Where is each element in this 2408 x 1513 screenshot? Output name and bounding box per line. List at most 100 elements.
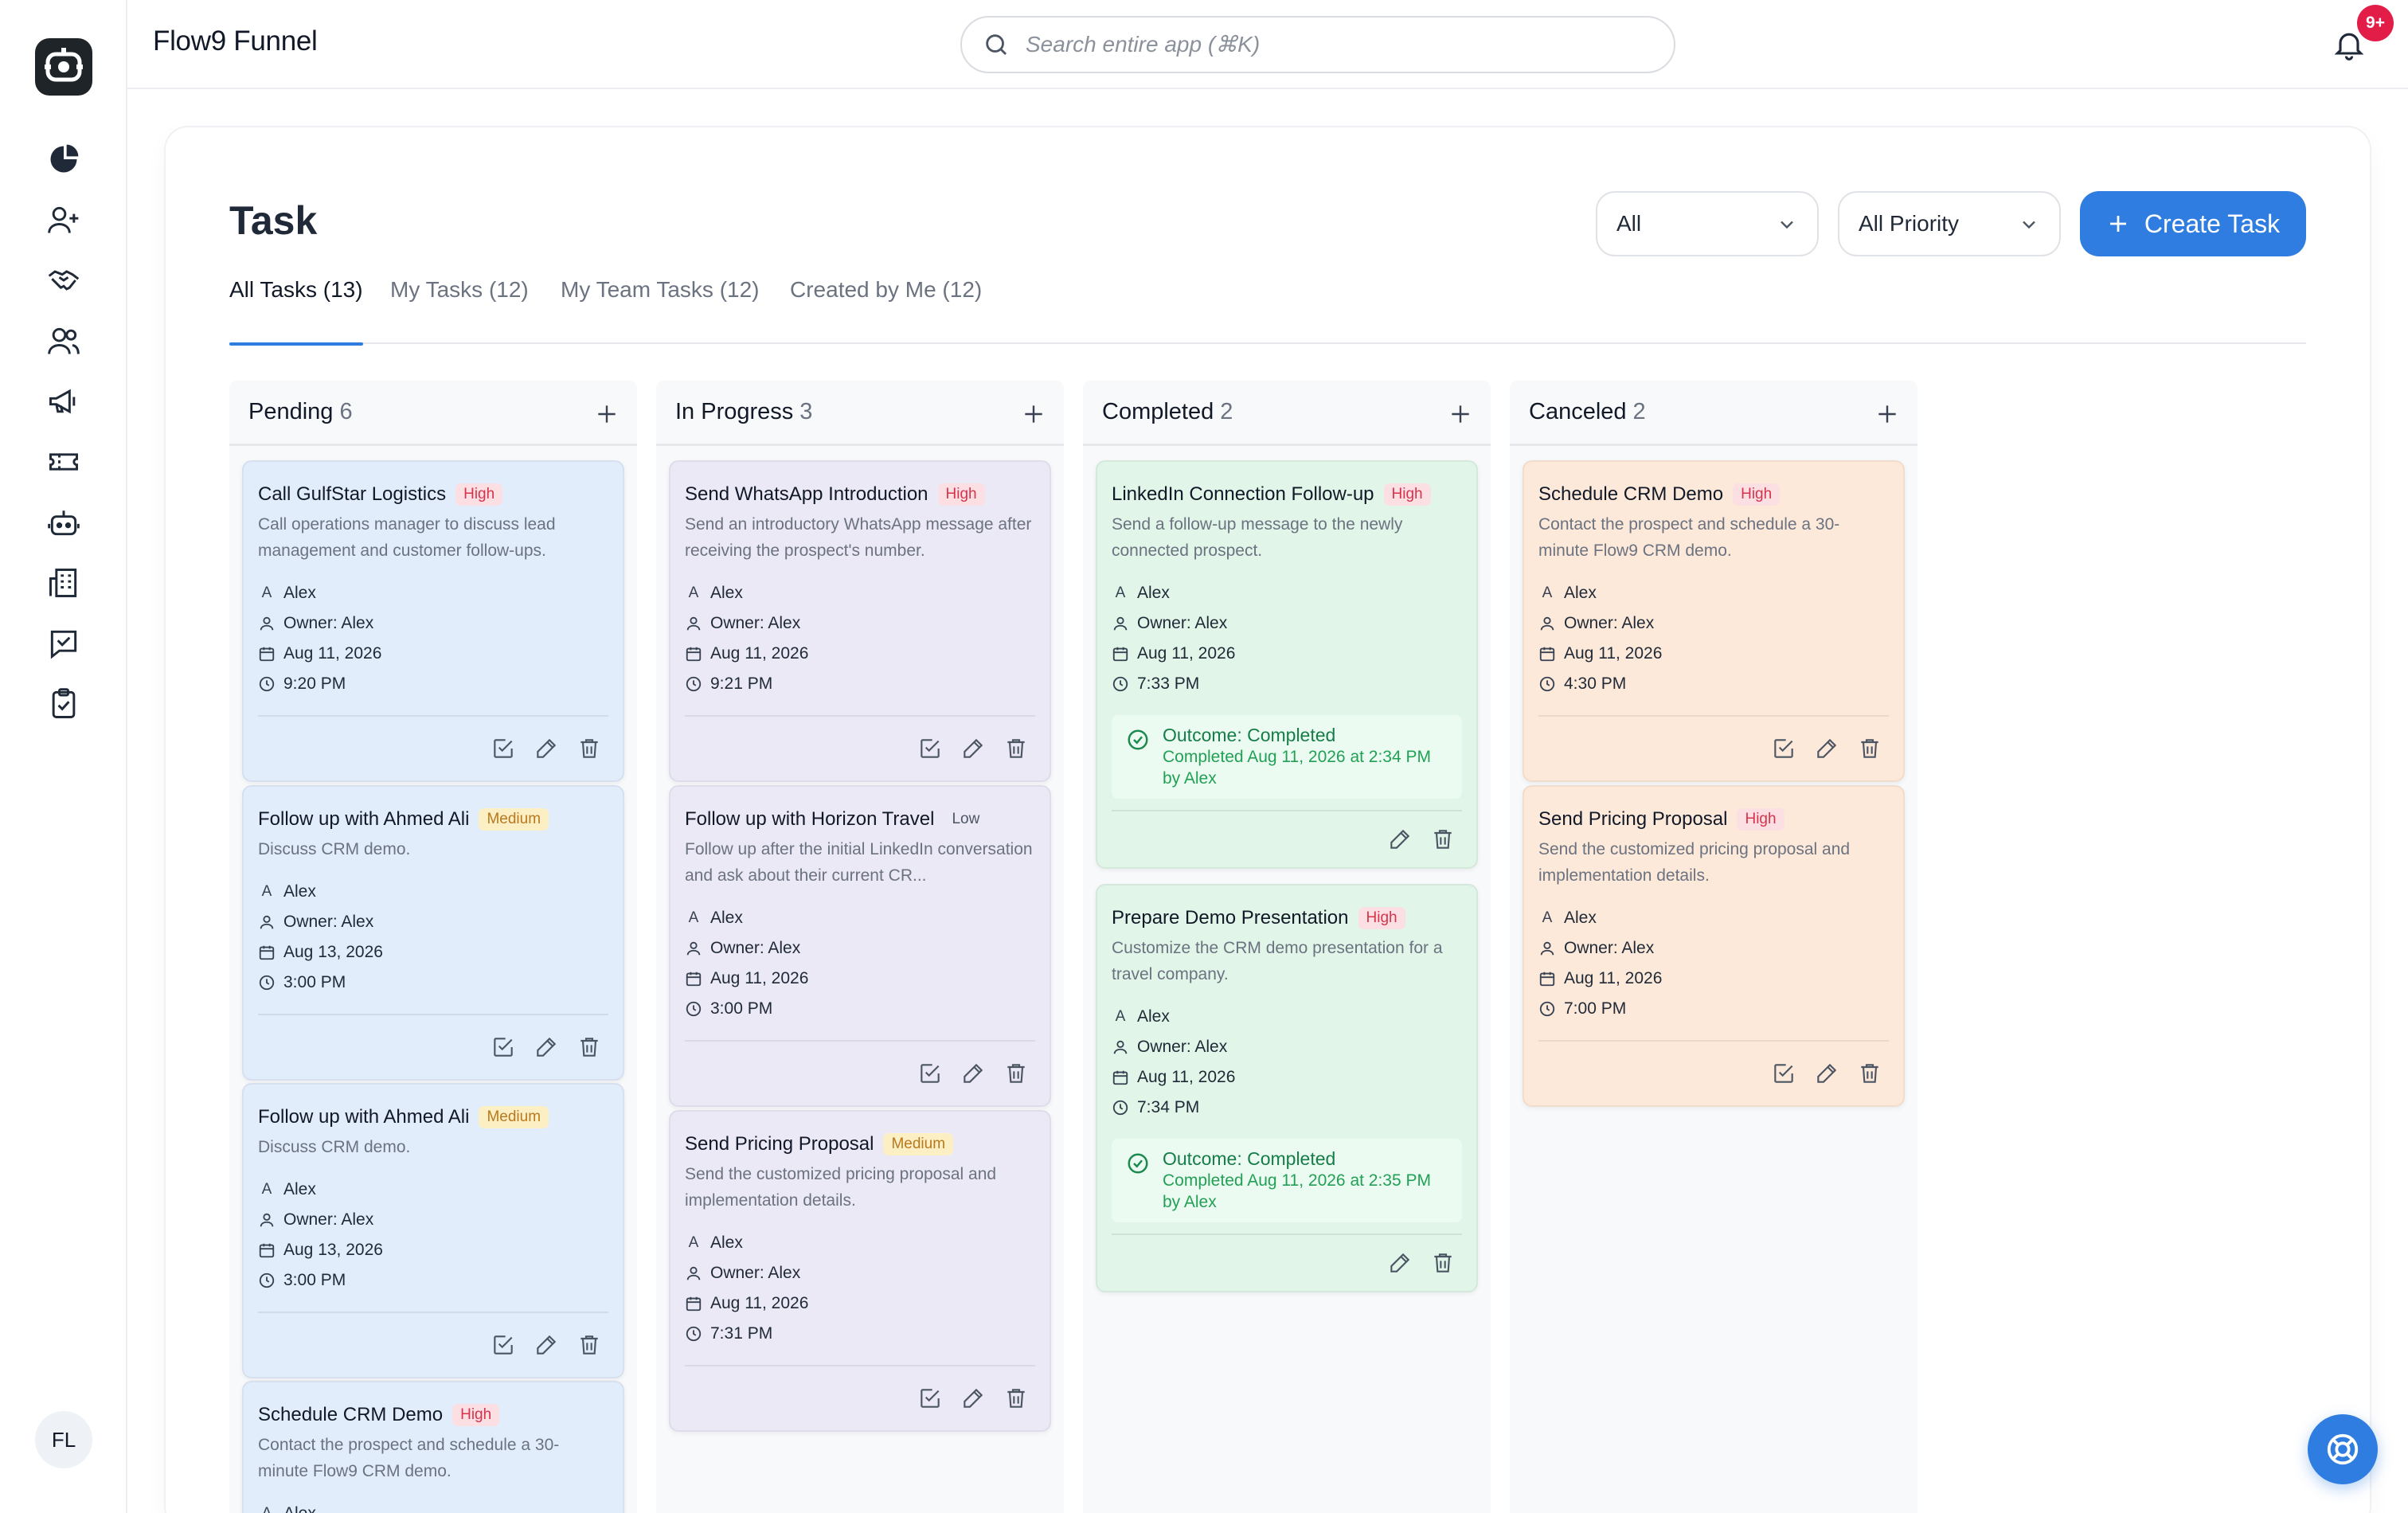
task-description: Customize the CRM demo presentation for … xyxy=(1112,939,1443,983)
tab-all-tasks[interactable]: All Tasks (13) xyxy=(229,277,363,346)
mark-complete-icon[interactable] xyxy=(491,736,516,761)
clock-icon xyxy=(1539,1001,1555,1017)
task-description: Send a follow-up message to the newly co… xyxy=(1112,515,1403,560)
task-card[interactable]: Send WhatsApp Introduction High Send an i… xyxy=(669,460,1051,782)
create-task-button[interactable]: Create Task xyxy=(2080,191,2306,256)
task-card[interactable]: Schedule CRM Demo High Contact the prospe… xyxy=(1523,460,1905,782)
nav-deals[interactable] xyxy=(45,261,83,299)
edit-icon[interactable] xyxy=(1387,1250,1413,1276)
mark-complete-icon[interactable] xyxy=(1771,736,1796,761)
bell-icon[interactable] xyxy=(2332,27,2367,62)
nav-dashboard[interactable] xyxy=(45,140,83,178)
edit-icon[interactable] xyxy=(1387,827,1413,852)
notification-badge: 9+ xyxy=(2357,5,2394,41)
help-button[interactable] xyxy=(2308,1414,2378,1484)
calendar-icon xyxy=(259,647,275,662)
edit-icon[interactable] xyxy=(534,1034,559,1060)
search-bar[interactable] xyxy=(960,16,1675,73)
status-filter-select[interactable]: All xyxy=(1596,191,1819,256)
owner-text: Owner: Alex xyxy=(1137,614,1228,632)
calendar-icon xyxy=(686,972,702,987)
nav-campaigns[interactable] xyxy=(45,382,83,420)
tab-my-tasks[interactable]: My Tasks (12) xyxy=(390,277,529,302)
due-date: Aug 11, 2026 xyxy=(710,1294,809,1312)
due-time: 4:30 PM xyxy=(1564,674,1627,693)
task-card[interactable]: Send Pricing Proposal Medium Send the cus… xyxy=(669,1110,1051,1432)
nav-leads[interactable] xyxy=(45,201,83,239)
edit-icon[interactable] xyxy=(960,1386,986,1411)
task-card[interactable]: Call GulfStar Logistics High Call operati… xyxy=(242,460,624,782)
task-card[interactable]: LinkedIn Connection Follow-up High Send a… xyxy=(1096,460,1478,869)
due-time: 3:00 PM xyxy=(710,999,773,1018)
task-description: Contact the prospect and schedule a 30-m… xyxy=(1538,515,1840,560)
outcome-title: Outcome: Completed xyxy=(1163,1148,1336,1169)
assignee-initial: A xyxy=(261,883,272,900)
nav-contacts[interactable] xyxy=(45,322,83,360)
add-task-icon[interactable] xyxy=(1874,401,1900,427)
owner-text: Owner: Alex xyxy=(710,614,801,632)
trash-icon[interactable] xyxy=(577,736,602,761)
trash-icon[interactable] xyxy=(577,1034,602,1060)
task-title: Send Pricing Proposal xyxy=(685,1133,874,1155)
trash-icon[interactable] xyxy=(1003,1061,1029,1086)
mark-complete-icon[interactable] xyxy=(491,1332,516,1358)
edit-icon[interactable] xyxy=(534,736,559,761)
edit-icon[interactable] xyxy=(1814,1061,1839,1086)
task-card[interactable]: Send Pricing Proposal High Send the custo… xyxy=(1523,785,1905,1107)
task-card[interactable]: Follow up with Ahmed Ali Medium Discuss C… xyxy=(242,1083,624,1378)
task-title: Schedule CRM Demo xyxy=(1538,483,1724,505)
due-time: 3:00 PM xyxy=(283,973,346,991)
mark-complete-icon[interactable] xyxy=(491,1034,516,1060)
assignee-name: Alex xyxy=(710,909,743,927)
nav-companies[interactable] xyxy=(45,564,83,602)
trash-icon[interactable] xyxy=(1003,736,1029,761)
task-card[interactable]: Follow up with Horizon Travel Low Follow … xyxy=(669,785,1051,1107)
calendar-icon xyxy=(259,945,275,960)
mark-complete-icon[interactable] xyxy=(1771,1061,1796,1086)
clipboard-check-icon xyxy=(52,688,76,718)
priority-filter-select[interactable]: All Priority xyxy=(1838,191,2061,256)
edit-icon[interactable] xyxy=(1814,736,1839,761)
priority-badge: High xyxy=(937,483,985,506)
task-description: Discuss CRM demo. xyxy=(258,1138,411,1156)
calendar-icon xyxy=(1112,647,1128,662)
mark-complete-icon[interactable] xyxy=(917,736,943,761)
assignee-name: Alex xyxy=(710,584,743,602)
trash-icon[interactable] xyxy=(1857,736,1882,761)
mark-complete-icon[interactable] xyxy=(917,1386,943,1411)
pie-chart-icon xyxy=(50,144,79,173)
nav-tasks[interactable] xyxy=(45,685,83,723)
search-input[interactable] xyxy=(1026,32,1647,57)
nav-tickets[interactable] xyxy=(45,443,83,481)
user-avatar[interactable]: FL xyxy=(35,1411,92,1468)
app-logo[interactable] xyxy=(35,38,92,96)
add-task-icon[interactable] xyxy=(594,401,620,427)
nav-messages[interactable] xyxy=(45,624,83,663)
tab-my-team-tasks[interactable]: My Team Tasks (12) xyxy=(561,277,760,302)
outcome-box: Outcome: Completed Completed Aug 11, 202… xyxy=(1112,715,1462,799)
edit-icon[interactable] xyxy=(960,736,986,761)
user-icon xyxy=(260,616,274,631)
mark-complete-icon[interactable] xyxy=(917,1061,943,1086)
task-description: Contact the prospect and schedule a 30-m… xyxy=(258,1436,560,1480)
trash-icon[interactable] xyxy=(1003,1386,1029,1411)
task-card[interactable]: Prepare Demo Presentation High Customize … xyxy=(1096,884,1478,1292)
tab-created-by-me[interactable]: Created by Me (12) xyxy=(790,277,983,302)
trash-icon[interactable] xyxy=(577,1332,602,1358)
edit-icon[interactable] xyxy=(534,1332,559,1358)
due-date: Aug 13, 2026 xyxy=(283,1241,383,1259)
nav-bots[interactable] xyxy=(45,503,83,541)
clock-icon xyxy=(1112,1100,1128,1116)
outcome-detail: Completed Aug 11, 2026 at 2:34 PM by Ale… xyxy=(1163,748,1432,788)
add-task-icon[interactable] xyxy=(1021,401,1046,427)
outcome-box: Outcome: Completed Completed Aug 11, 202… xyxy=(1112,1139,1462,1222)
trash-icon[interactable] xyxy=(1857,1061,1882,1086)
add-task-icon[interactable] xyxy=(1448,401,1473,427)
column-count: 2 xyxy=(1632,399,1646,424)
task-description: Call operations manager to discuss lead … xyxy=(258,515,556,560)
edit-icon[interactable] xyxy=(960,1061,986,1086)
trash-icon[interactable] xyxy=(1430,827,1456,852)
task-card[interactable]: Follow up with Ahmed Ali Medium Discuss C… xyxy=(242,785,624,1081)
task-card[interactable]: Schedule CRM Demo High Contact the prospe… xyxy=(242,1381,624,1513)
trash-icon[interactable] xyxy=(1430,1250,1456,1276)
